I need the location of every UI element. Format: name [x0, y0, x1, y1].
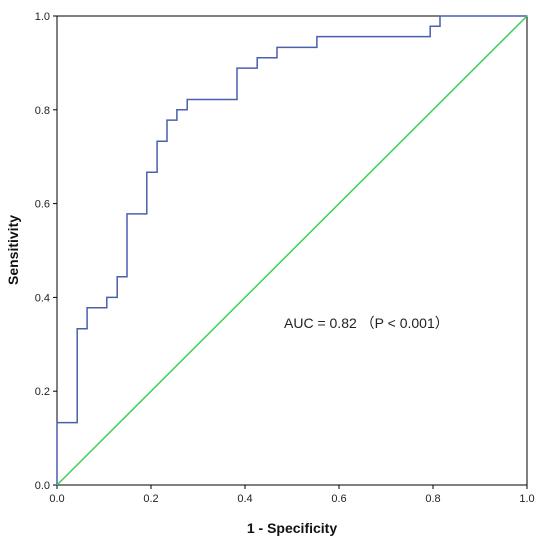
x-tick-label: 0.8: [425, 493, 440, 505]
axis-ticks: 0.0 0.2 0.4 0.6 0.8 1.0 0.0 0.2 0.4 0.6 0.8 1.0: [35, 11, 535, 505]
x-tick-label: 1.0: [519, 493, 534, 505]
x-axis-title: 1 - Specificity: [247, 520, 337, 536]
y-tick-label: 0.2: [35, 386, 50, 398]
x-tick-label: 0.2: [143, 493, 158, 505]
y-tick-label: 0.6: [35, 199, 50, 211]
x-tick-label: 0.4: [237, 493, 252, 505]
series-layer: [56, 15, 528, 486]
y-tick-label: 0.0: [35, 480, 50, 492]
roc-curve: [56, 15, 527, 485]
plot-area-frame: [56, 15, 528, 486]
x-tick-label: 0.6: [331, 493, 346, 505]
y-axis-title: Sensitivity: [5, 215, 21, 285]
y-tick-label: 0.4: [35, 292, 50, 304]
y-tick-label: 1.0: [35, 11, 50, 23]
reference-line: [56, 15, 528, 486]
y-tick-label: 0.8: [35, 105, 50, 117]
x-tick-label: 0.0: [49, 493, 64, 505]
annotation-auc: AUC = 0.82 （P < 0.001）: [284, 315, 449, 331]
